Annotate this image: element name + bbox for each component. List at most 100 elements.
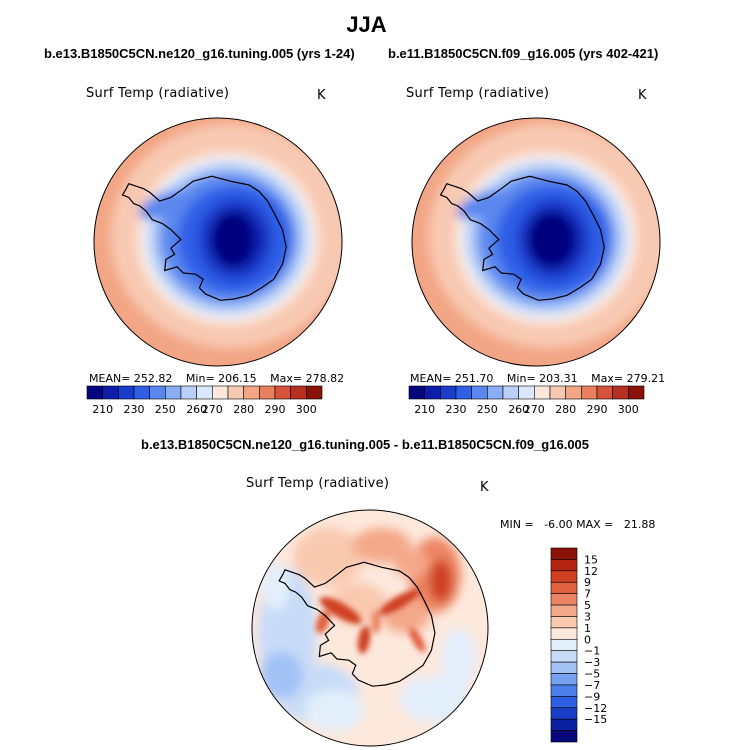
colorbar-cell [165, 385, 182, 400]
map-border [411, 117, 661, 367]
colorbar-cell [550, 684, 578, 697]
colorbar-tick-label: 7 [584, 588, 591, 601]
diff-anomaly-blob [440, 628, 477, 687]
colorbar-cell [550, 627, 578, 640]
colorbar-tick-label: −9 [584, 690, 600, 703]
colorbar-cell [550, 570, 578, 583]
colorbar-tick-label: 12 [584, 565, 598, 578]
colorbar-cell [550, 730, 578, 743]
colorbar-tick-label: −7 [584, 679, 600, 692]
colorbar-cell [487, 385, 504, 400]
colorbar-cell [565, 385, 582, 400]
colorbar-tick-label: −12 [584, 702, 607, 715]
left-map-title: b.e13.B1850C5CN.ne120_g16.tuning.005 (yr… [44, 46, 355, 61]
colorbar-cell [118, 385, 135, 400]
colorbar-tick-label: 250 [477, 403, 498, 416]
colorbar-cell [550, 650, 578, 663]
right-max: Max= 279.21 [591, 372, 666, 385]
diff-map-title: b.e13.B1850C5CN.ne120_g16.tuning.005 - b… [141, 437, 590, 452]
diff-anomaly-streak [371, 610, 381, 634]
diff-units-label: K [480, 480, 489, 495]
colorbar-tick-label: 15 [584, 553, 598, 566]
right-variable-label: Surf Temp (radiative) [406, 86, 550, 101]
colorbar-cell [455, 385, 472, 400]
colorbar-cell [550, 696, 578, 709]
colorbar-cell [550, 707, 578, 720]
colorbar-tick-label: −3 [584, 656, 600, 669]
right-stats: MEAN= 251.70 Min= 203.31 Max= 279.21 [410, 372, 675, 385]
left-min: Min= 206.15 [185, 372, 257, 385]
colorbar-tick-label: 3 [584, 611, 591, 624]
colorbar-tick-label: −1 [584, 645, 600, 658]
diff-anomaly-blob [399, 675, 471, 723]
left-units-label: K [317, 88, 326, 103]
colorbar-cell [612, 385, 629, 400]
colorbar-cell [534, 385, 551, 400]
colorbar-cell [550, 581, 578, 594]
antarctica-outline [439, 175, 605, 301]
colorbar-cell [550, 547, 578, 560]
temp-contour-band [139, 190, 186, 220]
colorbar-tick-label: 260 [508, 403, 529, 416]
colorbar-tick-label: 290 [265, 403, 286, 416]
temp-contour-band [457, 190, 504, 220]
colorbar-cell [518, 385, 535, 400]
colorbar-tick-label: 280 [233, 403, 254, 416]
colorbar-cell [212, 385, 229, 400]
right-map-title: b.e11.B1850C5CN.f09_g16.005 (yrs 402-421… [388, 46, 659, 61]
diff-anomaly-streak [319, 597, 362, 624]
colorbar-cell [471, 385, 488, 400]
temp-contour-band [528, 212, 574, 267]
right-units-label: K [638, 88, 647, 103]
colorbar-cell [133, 385, 150, 400]
colorbar-tick-label: 290 [587, 403, 608, 416]
colorbar-cell [550, 604, 578, 617]
colorbar-tick-label: −5 [584, 668, 600, 681]
colorbar-tick-label: 270 [524, 403, 545, 416]
colorbar-cell [550, 593, 578, 606]
colorbar-cell [149, 385, 166, 400]
page-title: JJA [346, 12, 387, 37]
colorbar-tick-label: 230 [446, 403, 467, 416]
colorbar-cell [550, 673, 578, 686]
colorbar-cell [440, 385, 457, 400]
map-border [93, 117, 343, 367]
colorbar-cell [408, 385, 425, 400]
diff-anomaly-streak [357, 625, 371, 654]
colorbar-cell [550, 559, 578, 572]
colorbar-tick-label: 280 [555, 403, 576, 416]
colorbar-cell [306, 385, 323, 400]
right-polar-map [411, 117, 661, 367]
colorbar-tick-label: 210 [414, 403, 435, 416]
colorbar-tick-label: 300 [618, 403, 639, 416]
diff-stats: MIN = -6.00 MAX = 21.88 [500, 518, 656, 531]
right-mean: MEAN= 251.70 [410, 372, 494, 385]
diff-anomaly-blob [293, 527, 365, 587]
colorbar-cell [243, 385, 260, 400]
colorbar-tick-label: 250 [155, 403, 176, 416]
colorbar-tick-label: 300 [296, 403, 317, 416]
colorbar-tick-label: 1 [584, 622, 591, 635]
colorbar-cell [581, 385, 598, 400]
colorbar-tick-label: 210 [92, 403, 113, 416]
colorbar-cell [550, 638, 578, 651]
colorbar-tick-label: 0 [584, 633, 591, 646]
colorbar-cell [628, 385, 645, 400]
map-border [251, 509, 489, 747]
left-polar-map [93, 117, 343, 367]
right-min: Min= 203.31 [506, 372, 578, 385]
colorbar-cell [102, 385, 119, 400]
colorbar-tick-label: −15 [584, 713, 607, 726]
diff-anomaly-blob [305, 689, 365, 732]
colorbar-cell [274, 385, 291, 400]
colorbar-cell [227, 385, 244, 400]
diff-variable-label: Surf Temp (radiative) [246, 476, 390, 491]
diff-anomaly-blob [260, 651, 303, 699]
difference-polar-map [251, 509, 489, 747]
left-mean: MEAN= 252.82 [89, 372, 173, 385]
colorbar-cell [259, 385, 276, 400]
colorbar-cell [550, 718, 578, 731]
